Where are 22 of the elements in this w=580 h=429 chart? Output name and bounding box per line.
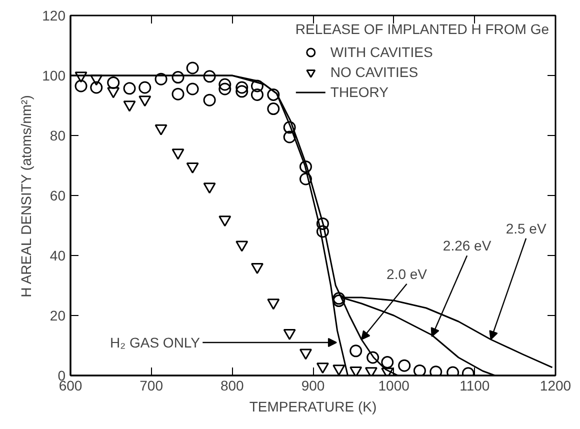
y-tick-label: 120 bbox=[42, 8, 66, 24]
y-tick-label: 100 bbox=[42, 68, 66, 84]
x-tick-label: 1000 bbox=[378, 378, 410, 394]
legend-label: WITH CAVITIES bbox=[330, 43, 433, 61]
y-axis-title: H AREAL DENSITY (atoms/nm²) bbox=[18, 95, 34, 298]
y-tick-label: 80 bbox=[50, 128, 66, 144]
y-tick-label: 20 bbox=[50, 308, 66, 324]
y-tick-label: 40 bbox=[50, 248, 66, 264]
y-tick-label: 60 bbox=[50, 188, 66, 204]
x-tick-label: 800 bbox=[220, 378, 244, 394]
annotation: 2.26 eV bbox=[442, 237, 492, 254]
x-tick-label: 700 bbox=[140, 378, 164, 394]
annotation: 2.5 eV bbox=[506, 220, 547, 236]
annotation: 2.0 eV bbox=[386, 266, 428, 282]
x-tick-label: 1100 bbox=[460, 378, 490, 394]
annotation: H₂ GAS ONLY bbox=[110, 334, 201, 350]
x-tick-label: 900 bbox=[301, 378, 325, 394]
legend-label: NO CAVITIES bbox=[330, 63, 418, 81]
x-axis-title: TEMPERATURE (K) bbox=[249, 398, 377, 414]
legend-title: RELEASE OF IMPLANTED H FROM Ge bbox=[295, 21, 549, 37]
x-tick-label: 1200 bbox=[540, 378, 572, 394]
legend-label: THEORY bbox=[330, 83, 388, 101]
